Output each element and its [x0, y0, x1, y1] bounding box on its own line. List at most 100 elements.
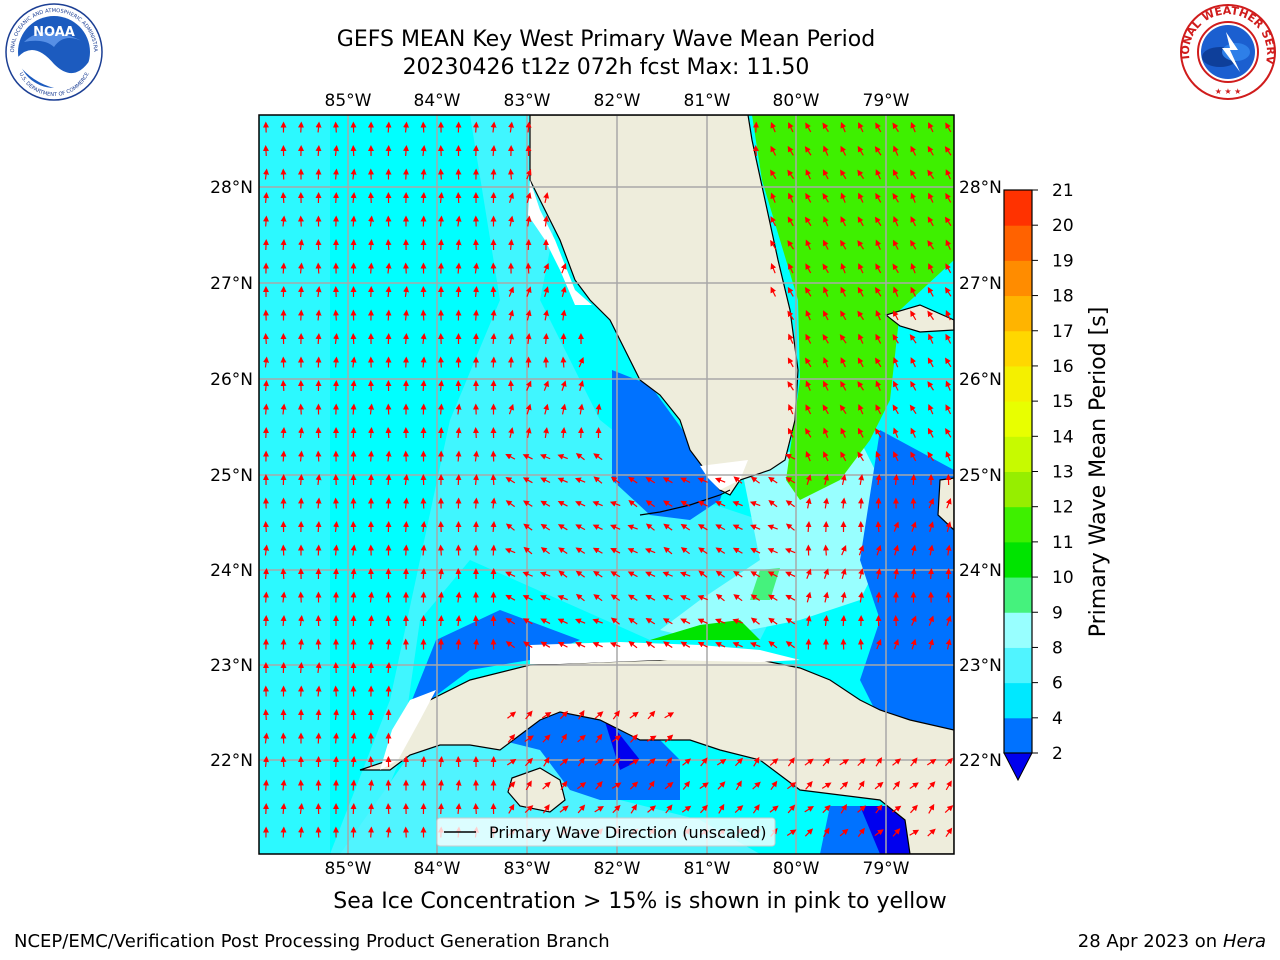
wave-arrow — [805, 591, 812, 603]
wave-arrow — [805, 427, 812, 438]
wave-arrow — [385, 239, 392, 251]
wave-arrow — [823, 827, 830, 838]
wave-arrow — [805, 333, 812, 344]
wave-arrow — [805, 192, 812, 203]
wave-arrow — [767, 524, 778, 531]
wave-arrow — [647, 710, 656, 720]
wave-arrow — [420, 121, 427, 133]
wave-arrow — [438, 403, 445, 415]
wave-arrow — [648, 780, 655, 791]
wave-arrow — [315, 521, 322, 533]
wave-arrow — [298, 427, 305, 439]
wave-arrow — [298, 286, 305, 298]
wave-arrow — [805, 521, 812, 533]
wave-arrow — [680, 641, 691, 648]
wave-arrow — [420, 756, 427, 768]
wave-arrow — [592, 501, 603, 507]
wave-arrow — [805, 615, 812, 627]
wave-arrow — [524, 805, 534, 813]
wave-arrow — [893, 356, 899, 368]
wave-arrow — [558, 547, 568, 555]
wave-arrow — [490, 286, 497, 298]
wave-arrow — [662, 571, 673, 578]
colorbar-tick-label: 12 — [1052, 498, 1074, 518]
wave-arrow — [858, 192, 864, 203]
wave-arrow — [592, 618, 603, 625]
wave-arrow — [508, 121, 515, 133]
lon-label-bottom: 84°W — [414, 859, 461, 879]
wave-arrow — [927, 451, 934, 462]
wave-arrow — [420, 145, 427, 157]
wave-arrow — [385, 803, 392, 815]
wave-arrow — [840, 497, 847, 509]
wave-arrow — [697, 500, 708, 507]
wave-arrow — [770, 780, 778, 791]
colorbar-tick-label: 9 — [1052, 603, 1063, 623]
wave-arrow — [629, 759, 640, 766]
wave-arrow — [750, 524, 761, 531]
wave-arrow — [875, 122, 882, 133]
wave-arrow — [857, 381, 864, 391]
wave-arrow — [858, 263, 864, 274]
wave-arrow — [665, 804, 673, 814]
wave-arrow — [438, 756, 445, 768]
wave-arrow — [718, 803, 725, 814]
wave-arrow — [628, 500, 638, 508]
wave-arrow — [679, 571, 691, 578]
wave-arrow — [770, 121, 777, 133]
wave-arrow — [909, 829, 920, 836]
sea-band-central — [330, 115, 800, 854]
wave-arrow — [610, 617, 620, 625]
wave-arrow — [787, 169, 795, 180]
wave-arrow — [768, 476, 778, 484]
wave-arrow — [927, 310, 935, 321]
wave-arrow — [368, 779, 375, 791]
wave-arrow — [350, 779, 357, 791]
wave-arrow — [490, 497, 497, 509]
lon-label-top: 81°W — [684, 91, 731, 111]
wave-arrow — [698, 547, 708, 555]
wave-arrow — [505, 641, 515, 649]
wave-arrow — [787, 216, 794, 227]
wave-arrow — [823, 497, 830, 509]
colorbar: 2 4 6 8 9 10 11 12 13 14 15 16 17 18 19 20 21 — [1003, 181, 1074, 782]
wave-arrow — [874, 781, 884, 790]
wave-arrow — [525, 710, 533, 720]
wave-arrow — [522, 618, 533, 625]
wave-arrow — [472, 239, 479, 251]
wave-arrow — [420, 521, 427, 533]
colorbar-segment-12 — [1004, 295, 1032, 332]
colorbar-tick-label: 14 — [1052, 427, 1074, 447]
wave-arrow — [945, 122, 952, 133]
wave-arrow — [543, 192, 550, 204]
wave-arrow — [910, 497, 917, 509]
wave-arrow — [875, 380, 882, 391]
lon-label-bottom: 81°W — [684, 859, 731, 879]
wave-arrow — [928, 192, 934, 203]
wave-arrow — [805, 450, 812, 462]
wave-arrow — [680, 595, 691, 601]
wave-arrow — [926, 758, 937, 766]
wave-arrow — [557, 524, 568, 531]
wave-arrow — [630, 734, 638, 743]
wave-arrow — [697, 641, 708, 648]
wave-arrow — [508, 239, 515, 251]
wave-arrow — [507, 168, 514, 180]
map-title: GEFS MEAN Key West Primary Wave Mean Per… — [336, 27, 876, 52]
wave-arrow — [280, 638, 287, 650]
colorbar-segment-11 — [1004, 330, 1032, 367]
wave-arrow — [473, 638, 480, 650]
wave-arrow — [875, 169, 882, 180]
wave-arrow — [787, 240, 795, 250]
wave-arrow — [788, 404, 794, 415]
wave-arrow — [630, 804, 637, 814]
wave-arrow — [662, 477, 673, 484]
lat-label-left: 28°N — [210, 178, 253, 198]
wave-arrow — [840, 310, 847, 321]
wave-arrow — [280, 192, 287, 204]
wave-arrow — [385, 826, 392, 838]
wave-arrow — [928, 803, 935, 814]
wave-arrow — [560, 733, 567, 744]
wave-arrow — [875, 804, 883, 814]
lat-label-right: 28°N — [959, 178, 1002, 198]
